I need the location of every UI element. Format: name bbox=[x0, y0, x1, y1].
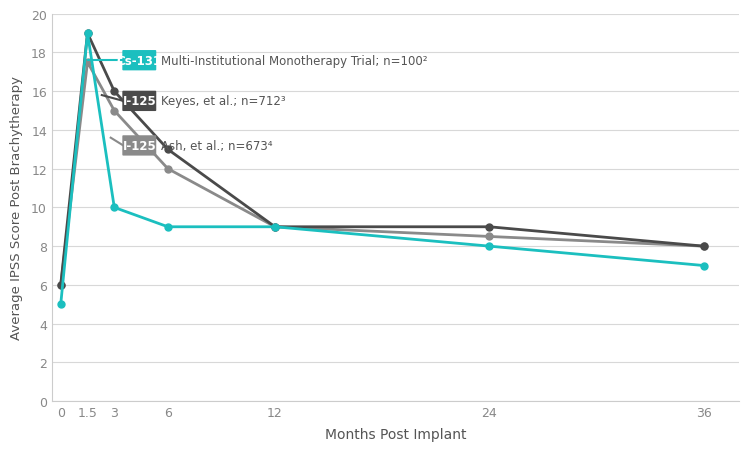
Y-axis label: Average IPSS Score Post Brachytherapy: Average IPSS Score Post Brachytherapy bbox=[10, 76, 22, 340]
Text: Keyes, et al.; n=712³: Keyes, et al.; n=712³ bbox=[161, 95, 285, 108]
Text: Cs-131: Cs-131 bbox=[117, 55, 162, 68]
Text: I-125: I-125 bbox=[122, 140, 156, 152]
X-axis label: Months Post Implant: Months Post Implant bbox=[325, 428, 467, 441]
FancyBboxPatch shape bbox=[122, 136, 157, 156]
Text: Ash, et al.; n=673⁴: Ash, et al.; n=673⁴ bbox=[161, 140, 272, 152]
Text: Multi-Institutional Monotherapy Trial; n=100²: Multi-Institutional Monotherapy Trial; n… bbox=[161, 55, 427, 68]
FancyBboxPatch shape bbox=[122, 51, 157, 71]
Text: I-125: I-125 bbox=[122, 95, 156, 108]
FancyBboxPatch shape bbox=[122, 92, 157, 112]
